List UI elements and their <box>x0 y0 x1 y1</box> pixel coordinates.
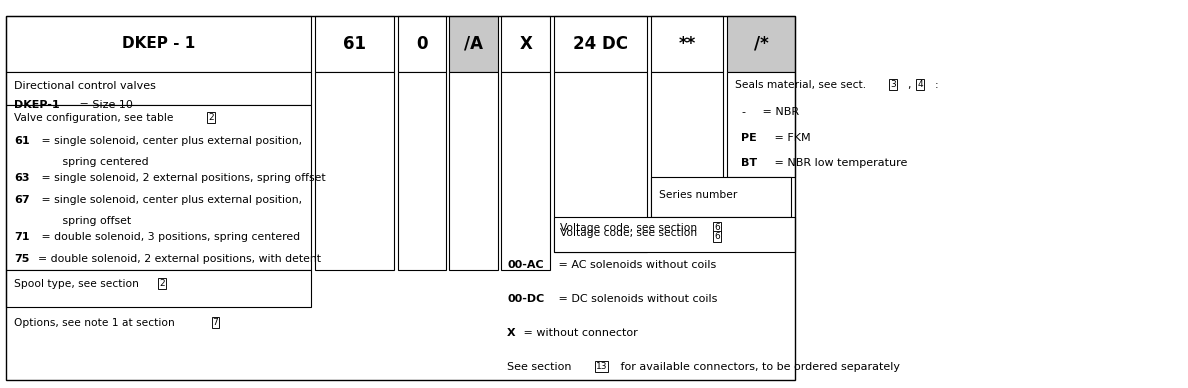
Text: = without connector: = without connector <box>520 328 638 338</box>
Bar <box>554 217 795 252</box>
Text: 24 DC: 24 DC <box>573 35 628 53</box>
Text: = single solenoid, center plus external position,: = single solenoid, center plus external … <box>38 136 302 146</box>
Text: 4: 4 <box>917 80 923 89</box>
Bar <box>6 16 795 380</box>
Text: DKEP-1: DKEP-1 <box>14 100 59 110</box>
Text: ,: , <box>908 80 915 90</box>
Text: X: X <box>519 35 532 53</box>
Bar <box>6 16 311 72</box>
Text: X: X <box>507 328 516 338</box>
Bar <box>554 72 647 252</box>
Bar <box>398 16 446 72</box>
Text: Options, see note 1 at section: Options, see note 1 at section <box>14 318 178 328</box>
Text: 3: 3 <box>890 80 896 89</box>
Text: = double solenoid, 2 external positions, with detent: = double solenoid, 2 external positions,… <box>38 254 321 264</box>
Text: Voltage code, see section: Voltage code, see section <box>560 228 700 238</box>
Bar <box>6 270 311 307</box>
Text: Directional control valves: Directional control valves <box>14 81 156 92</box>
Text: 0: 0 <box>416 35 428 53</box>
Text: = single solenoid, 2 external positions, spring offset: = single solenoid, 2 external positions,… <box>38 173 326 184</box>
Text: :: : <box>935 80 939 90</box>
Text: = DC solenoids without coils: = DC solenoids without coils <box>555 294 718 304</box>
Text: See section: See section <box>507 362 575 372</box>
Text: 61: 61 <box>14 136 30 146</box>
Text: Spool type, see section: Spool type, see section <box>14 279 143 289</box>
Bar <box>727 16 795 72</box>
Text: 6: 6 <box>714 223 720 232</box>
Bar <box>449 16 498 72</box>
Bar <box>651 16 723 72</box>
Bar <box>398 72 446 270</box>
Text: 63: 63 <box>14 173 30 184</box>
Bar <box>315 72 394 270</box>
Text: = FKM: = FKM <box>771 133 810 143</box>
Text: 7: 7 <box>213 318 219 327</box>
Text: 00-DC: 00-DC <box>507 294 544 304</box>
Text: = NBR low temperature: = NBR low temperature <box>771 158 908 168</box>
Text: 71: 71 <box>14 232 30 242</box>
Text: Voltage code, see section: Voltage code, see section <box>560 223 700 233</box>
Text: = NBR: = NBR <box>759 107 800 118</box>
Text: spring centered: spring centered <box>38 157 148 167</box>
Text: = single solenoid, center plus external position,: = single solenoid, center plus external … <box>38 195 302 205</box>
Text: 6: 6 <box>714 232 720 241</box>
Text: /A: /A <box>465 35 482 53</box>
Bar <box>651 177 791 217</box>
Text: 13: 13 <box>595 362 607 371</box>
Text: Valve configuration, see table: Valve configuration, see table <box>14 113 177 123</box>
Text: 2: 2 <box>208 113 214 122</box>
Bar <box>6 105 311 270</box>
Text: = AC solenoids without coils: = AC solenoids without coils <box>555 260 716 270</box>
Text: Series number: Series number <box>659 190 738 200</box>
Bar <box>554 16 647 72</box>
Bar <box>501 72 550 270</box>
Bar <box>315 16 394 72</box>
Bar <box>6 72 311 105</box>
Text: Seals material, see sect.: Seals material, see sect. <box>735 80 870 90</box>
Bar <box>501 16 550 72</box>
Text: for available connectors, to be ordered separately: for available connectors, to be ordered … <box>617 362 901 372</box>
Bar <box>651 72 723 217</box>
Text: 2: 2 <box>159 279 165 288</box>
Text: BT: BT <box>741 158 758 168</box>
Text: /*: /* <box>753 35 769 53</box>
Text: spring offset: spring offset <box>38 216 131 226</box>
Text: 00-AC: 00-AC <box>507 260 544 270</box>
Text: = Size 10: = Size 10 <box>76 100 133 110</box>
Bar <box>449 72 498 270</box>
Bar <box>727 72 795 177</box>
Bar <box>727 72 795 380</box>
Text: PE: PE <box>741 133 757 143</box>
Text: **: ** <box>678 35 696 53</box>
Text: -: - <box>741 107 745 118</box>
Text: 67: 67 <box>14 195 30 205</box>
Text: 61: 61 <box>343 35 366 53</box>
Text: DKEP - 1: DKEP - 1 <box>122 36 195 51</box>
Text: 75: 75 <box>14 254 30 264</box>
Text: = double solenoid, 3 positions, spring centered: = double solenoid, 3 positions, spring c… <box>38 232 301 242</box>
